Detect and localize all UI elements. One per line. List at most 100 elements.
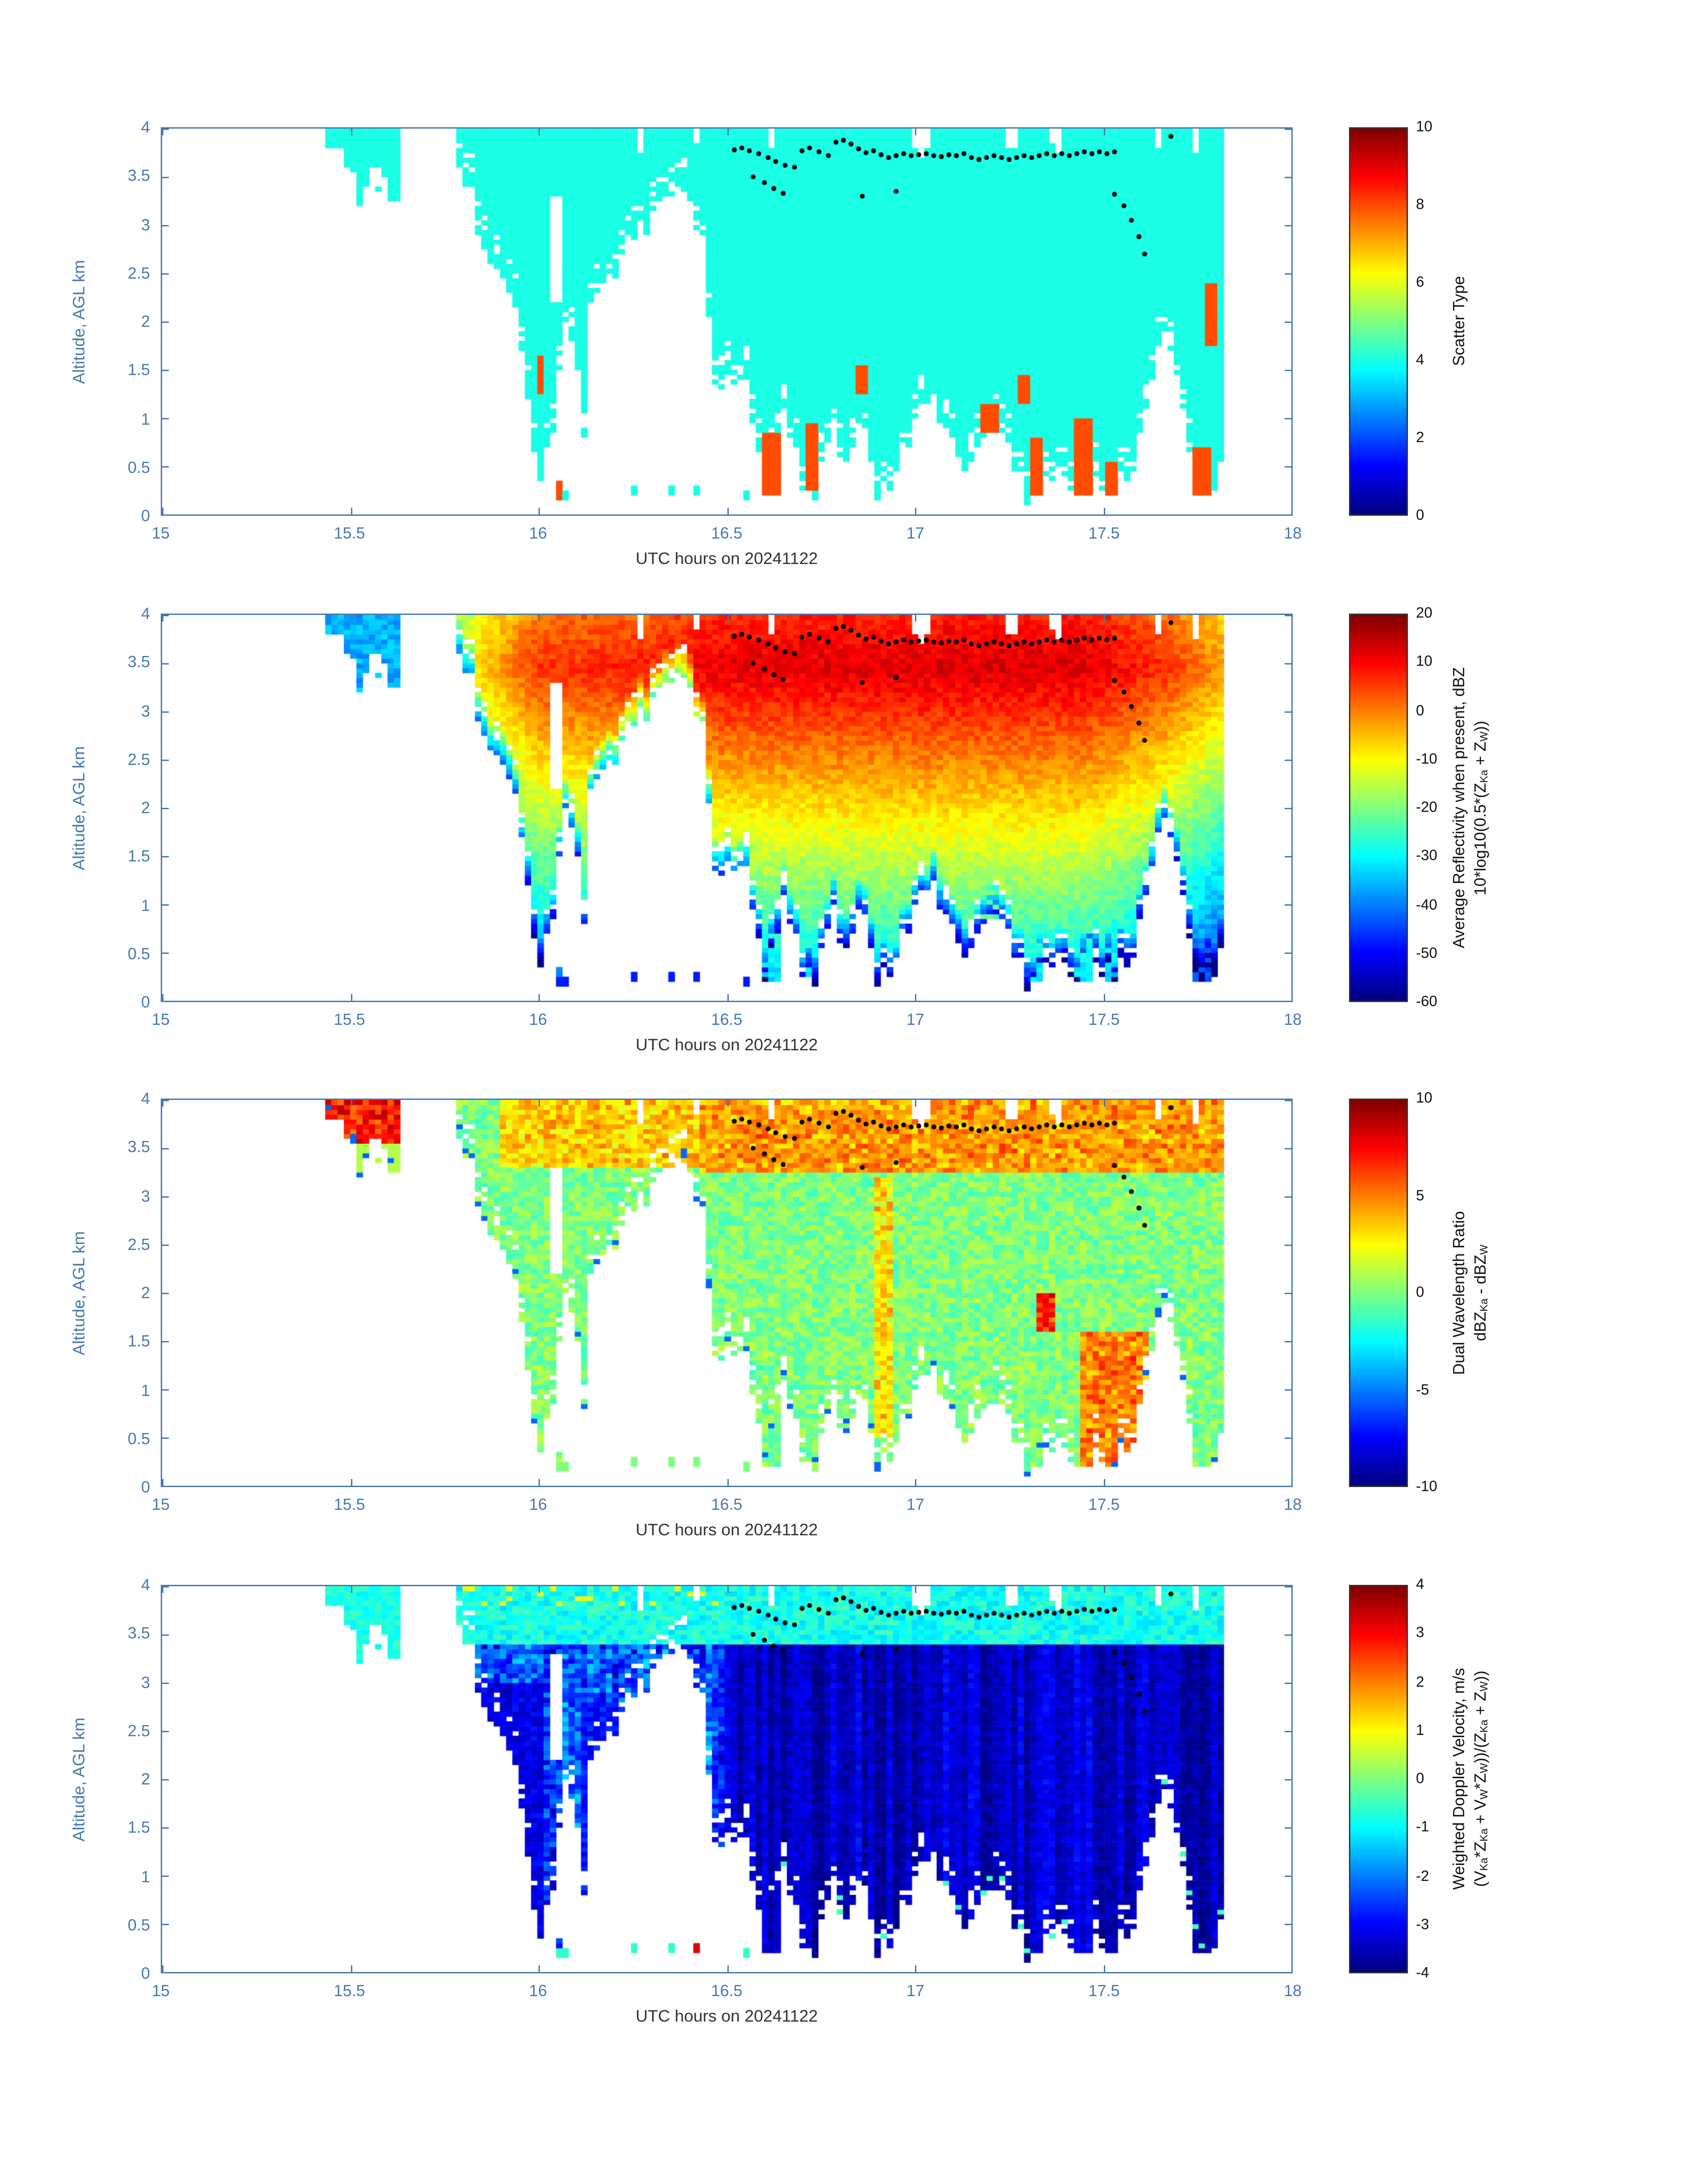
colorbar-tick-label: 10 [1416,1091,1432,1107]
colorbar-tick-label: 6 [1416,275,1424,291]
x-tick-mark [1103,129,1105,135]
panel-dual-wavelength-ratio: Altitude, AGL km UTC hours on 20241122 D… [0,1089,1708,1561]
x-tick-mark [1103,1586,1105,1593]
y-tick-mark [1285,1293,1291,1294]
x-tick-mark [539,1586,540,1593]
y-tick-mark [1285,1001,1291,1002]
x-tick-mark [915,615,916,622]
x-tick-mark [539,129,540,135]
y-tick-mark [1285,514,1291,516]
y-tick-label: 3.5 [127,1137,150,1157]
y-tick-label: 1.5 [127,360,150,380]
x-tick-mark [539,1100,540,1107]
heatmap-canvas [162,1586,1291,1972]
colorbar-tick-label: -10 [1416,751,1437,768]
x-tick-mark [350,129,352,135]
y-tick-mark [1285,1148,1291,1149]
colorbar-tick-label: 5 [1416,1187,1424,1204]
x-tick-label: 15.5 [334,1010,365,1029]
colorbar-tick-label: -2 [1416,1868,1429,1885]
x-tick-mark [539,994,540,1001]
y-tick-label: 0 [141,1478,150,1496]
colorbar-tick-label: 3 [1416,1625,1424,1642]
y-tick-mark [162,1245,169,1246]
y-tick-mark [1285,1245,1291,1246]
colorbar-tick-label: -4 [1416,1965,1429,1981]
y-tick-mark [1285,225,1291,226]
y-tick-label: 2.5 [127,1235,150,1254]
colorbar-tick-label: 1 [1416,1722,1424,1739]
y-tick-label: 4 [141,1089,150,1108]
y-tick-mark [1285,1634,1291,1636]
y-tick-mark [1285,1924,1291,1925]
x-tick-mark [1291,615,1293,622]
x-tick-mark [350,615,352,622]
y-tick-mark [162,904,169,906]
x-tick-label: 17 [906,1010,925,1029]
y-tick-mark [162,1389,169,1391]
colorbar-canvas [1350,615,1407,1001]
y-tick-mark [162,1293,169,1294]
y-tick-mark [162,1148,169,1149]
y-tick-mark [1285,1972,1291,1973]
x-tick-label: 15 [151,524,170,543]
x-tick-mark [727,994,728,1001]
y-tick-mark [1285,1683,1291,1684]
y-tick-mark [162,1586,169,1588]
colorbar-tick-label: 4 [1416,352,1424,368]
y-tick-mark [1285,1731,1291,1732]
y-tick-mark [1285,760,1291,761]
x-tick-mark [539,615,540,622]
x-tick-label: 15 [151,1495,170,1514]
y-tick-mark [162,1876,169,1877]
y-tick-mark [1285,1389,1291,1391]
x-tick-mark [350,1965,352,1972]
colorbar-title-line1: Weighted Doppler Velocity, m/s [1449,1668,1468,1890]
y-tick-label: 1.5 [127,847,150,866]
y-tick-label: 2.5 [127,1721,150,1740]
y-tick-mark [162,466,169,468]
y-tick-mark [1285,1827,1291,1829]
x-tick-mark [539,1479,540,1486]
x-tick-mark [1291,129,1293,135]
y-tick-mark [162,177,169,178]
y-tick-label: 2 [141,798,150,817]
y-tick-label: 3 [141,215,150,234]
y-tick-mark [1285,663,1291,664]
y-tick-label: 0 [141,506,150,525]
y-tick-label: 0.5 [127,1429,150,1448]
y-tick-mark [162,856,169,857]
x-tick-mark [1291,1100,1293,1107]
x-tick-label: 18 [1283,1010,1302,1029]
y-tick-mark [1285,904,1291,906]
y-tick-mark [1285,1341,1291,1342]
colorbar-title: Scatter Type [1449,127,1468,516]
x-tick-label: 15 [151,1010,170,1029]
x-tick-mark [539,1965,540,1972]
y-tick-label: 1 [141,895,150,915]
y-tick-mark [162,1924,169,1925]
colorbar-tick-label: 10 [1416,119,1432,135]
y-tick-mark [162,273,169,275]
y-tick-mark [1285,1196,1291,1198]
x-tick-label: 18 [1283,1981,1302,2000]
y-tick-mark [1285,322,1291,323]
x-axis-label: UTC hours on 20241122 [635,1036,818,1054]
x-tick-mark [1103,508,1105,514]
x-tick-mark [162,994,163,1001]
x-tick-mark [162,1586,163,1593]
y-tick-mark [1285,711,1291,713]
colorbar-tick-label: 10 [1416,654,1432,670]
x-tick-label: 17 [906,1495,925,1514]
x-tick-mark [350,1586,352,1593]
x-tick-mark [915,1100,916,1107]
y-tick-label: 0 [141,993,150,1011]
x-tick-mark [727,1479,728,1486]
x-tick-label: 16.5 [711,524,743,543]
y-tick-label: 2.5 [127,750,150,769]
colorbar-tick-label: 0 [1416,1771,1424,1787]
colorbar-tick-label: -5 [1416,1382,1429,1398]
x-tick-mark [727,508,728,514]
x-tick-mark [350,1479,352,1486]
